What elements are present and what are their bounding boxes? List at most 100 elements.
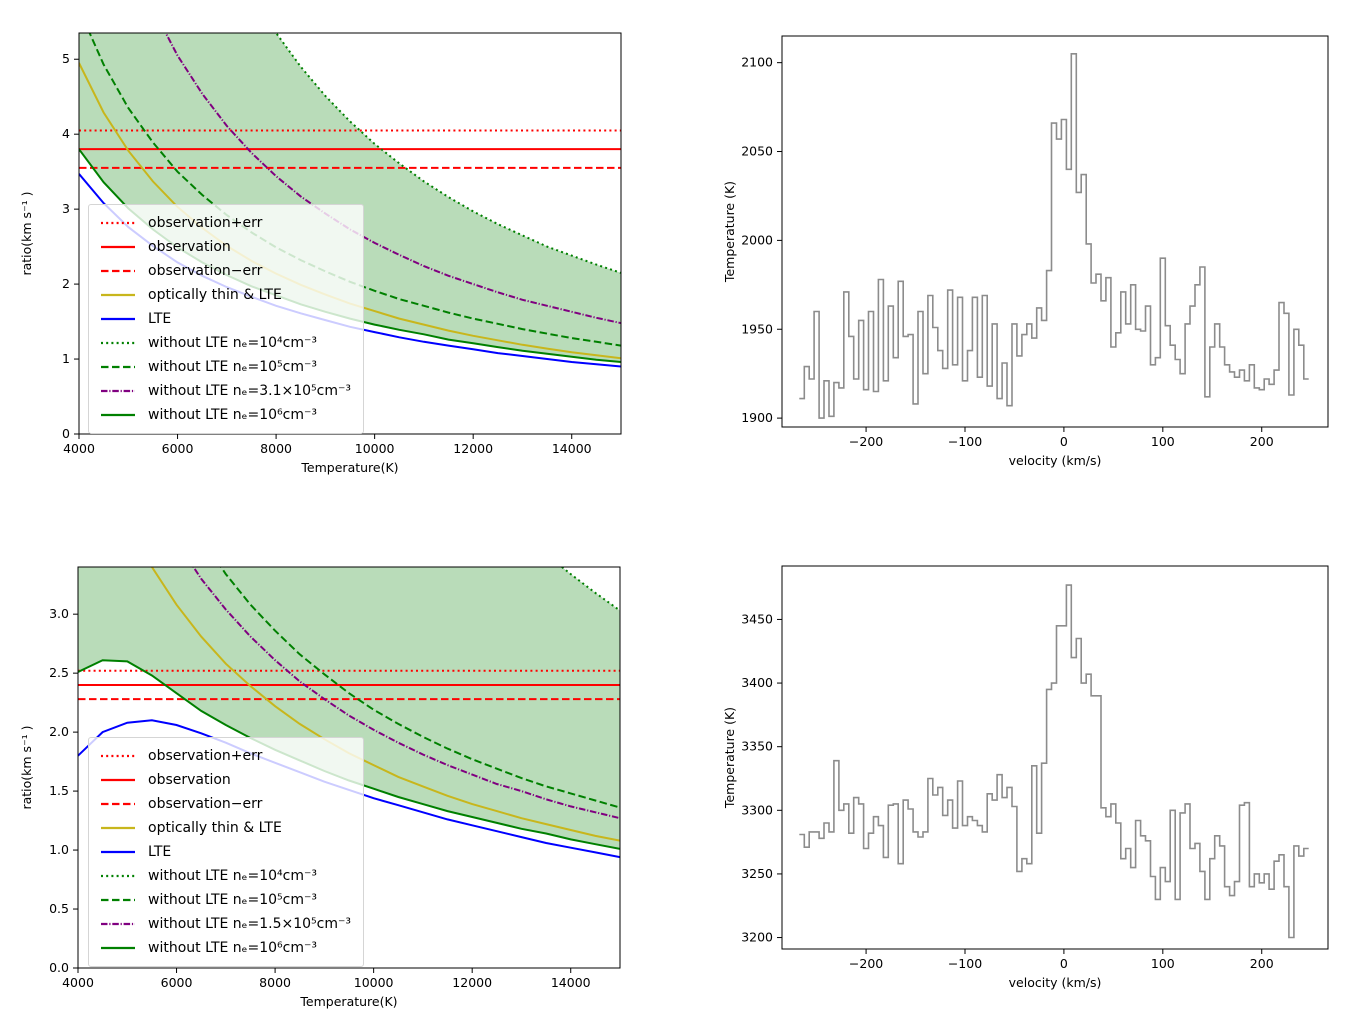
legend-line-sample-icon [101, 341, 135, 345]
legend-entry-label: optically thin & LTE [148, 820, 282, 836]
legend-line-sample-icon [101, 898, 135, 902]
legend-ratio-vs-temperature-bottom: observation+err observation observation−er… [88, 737, 364, 967]
y-tick-label: 2.5 [49, 665, 69, 680]
y-tick-label: 3400 [741, 675, 773, 690]
y-tick-label: 3.0 [49, 606, 69, 621]
spectrum-step-line [799, 53, 1309, 419]
y-tick-label: 0.0 [49, 960, 69, 975]
y-tick-label: 1900 [741, 410, 773, 425]
x-axis-label: Temperature(K) [299, 994, 397, 1009]
x-axis-label: velocity (km/s) [1009, 975, 1102, 990]
legend-entry: without LTE nₑ=1.5×10⁵cm⁻³ [99, 912, 351, 936]
legend-line-sample-icon [101, 826, 135, 830]
y-tick-label: 2100 [741, 55, 773, 70]
legend-entry: without LTE nₑ=10⁶cm⁻³ [99, 936, 351, 960]
legend-line-sample-icon [101, 946, 135, 950]
x-axis-label: Temperature(K) [300, 460, 398, 475]
legend-entry: optically thin & LTE [99, 816, 351, 840]
legend-entry: observation [99, 768, 351, 792]
y-tick-label: 0 [62, 426, 70, 441]
legend-entry: without LTE nₑ=10⁴cm⁻³ [99, 331, 351, 355]
x-tick-label: 10000 [355, 441, 395, 456]
legend-entry-label: without LTE nₑ=10⁴cm⁻³ [148, 868, 318, 884]
x-tick-label: 12000 [452, 975, 492, 990]
legend-line-sample-icon [101, 922, 135, 926]
x-tick-label: 8000 [260, 441, 292, 456]
x-tick-label: −200 [849, 956, 883, 971]
x-tick-label: −100 [948, 434, 982, 449]
x-axis-label: velocity (km/s) [1009, 453, 1102, 468]
x-tick-label: 100 [1151, 956, 1175, 971]
x-tick-label: 100 [1151, 434, 1175, 449]
legend-entry-label: without LTE nₑ=10⁶cm⁻³ [148, 940, 318, 956]
x-tick-label: 6000 [162, 441, 194, 456]
legend-entry: observation [99, 235, 351, 259]
x-tick-label: 4000 [63, 441, 95, 456]
legend-entry: without LTE nₑ=10⁴cm⁻³ [99, 864, 351, 888]
legend-entry: observation+err [99, 744, 351, 768]
legend-line-sample-icon [101, 754, 135, 758]
legend-entry: LTE [99, 307, 351, 331]
legend-entry-label: observation+err [148, 215, 263, 231]
y-tick-label: 3300 [741, 802, 773, 817]
y-tick-label: 2000 [741, 232, 773, 247]
y-tick-label: 3450 [741, 611, 773, 626]
y-axis-label: Temperature (K) [722, 707, 737, 809]
legend-entry-label: without LTE nₑ=10⁵cm⁻³ [148, 892, 318, 908]
x-tick-label: −100 [948, 956, 982, 971]
legend-entry-label: observation−err [148, 796, 263, 812]
legend-entry-label: optically thin & LTE [148, 287, 282, 303]
legend-entry-label: observation [148, 772, 231, 788]
x-tick-label: 8000 [259, 975, 291, 990]
legend-entry-label: observation [148, 239, 231, 255]
y-tick-label: 2050 [741, 144, 773, 159]
x-tick-label: 10000 [354, 975, 394, 990]
legend-entry-label: without LTE nₑ=1.5×10⁵cm⁻³ [148, 916, 351, 932]
legend-line-sample-icon [101, 389, 135, 393]
legend-line-sample-icon [101, 317, 135, 321]
legend-line-sample-icon [101, 874, 135, 878]
spectrum-step-line [799, 584, 1309, 939]
x-tick-label: 200 [1250, 434, 1274, 449]
y-tick-label: 2 [62, 276, 70, 291]
y-tick-label: 2.0 [49, 724, 69, 739]
axes-frame [77, 566, 621, 969]
plot-area-spectrum-bottom [799, 584, 1309, 939]
shaded-band [79, 33, 621, 362]
y-axis-label: Temperature (K) [722, 181, 737, 283]
x-tick-label: 4000 [62, 975, 94, 990]
curve-without-lte-1p5e5 [192, 567, 620, 820]
y-tick-label: 1 [62, 351, 70, 366]
y-tick-label: 3350 [741, 739, 773, 754]
legend-line-sample-icon [101, 365, 135, 369]
legend-line-sample-icon [101, 413, 135, 417]
legend-line-sample-icon [101, 245, 135, 249]
axes-frame [78, 32, 622, 435]
legend-entry-label: LTE [148, 311, 172, 327]
y-tick-label: 3 [62, 201, 70, 216]
y-tick-label: 1.5 [49, 783, 69, 798]
y-tick-label: 3250 [741, 866, 773, 881]
legend-entry: observation−err [99, 792, 351, 816]
y-tick-label: 4 [62, 126, 70, 141]
y-tick-label: 3200 [741, 930, 773, 945]
legend-entry: optically thin & LTE [99, 283, 351, 307]
x-tick-label: −200 [849, 434, 883, 449]
y-tick-label: 1950 [741, 321, 773, 336]
legend-entry: without LTE nₑ=10⁶cm⁻³ [99, 403, 351, 427]
panel-ratio-vs-temperature-bottom: 4000 6000 8000 10000 12000 14000 0.0 0.5 1.0 1.5 2… [19, 566, 621, 1009]
axes-frame [781, 35, 1329, 428]
legend-line-sample-icon [101, 221, 135, 225]
legend-entry: without LTE nₑ=3.1×10⁵cm⁻³ [99, 379, 351, 403]
legend-entry-label: observation−err [148, 263, 263, 279]
legend-entry-label: without LTE nₑ=3.1×10⁵cm⁻³ [148, 383, 351, 399]
legend-line-sample-icon [101, 778, 135, 782]
legend-entry: without LTE nₑ=10⁵cm⁻³ [99, 888, 351, 912]
panel-spectrum-bottom: −200 −100 0 100 200 3200 3250 3300 3350 3400 3450 v… [722, 565, 1329, 990]
x-tick-label: 14000 [552, 441, 592, 456]
legend-line-sample-icon [101, 802, 135, 806]
panel-spectrum-top: −200 −100 0 100 200 1900 1950 2000 2050 2100 veloc… [722, 35, 1329, 468]
y-tick-label: 5 [62, 51, 70, 66]
